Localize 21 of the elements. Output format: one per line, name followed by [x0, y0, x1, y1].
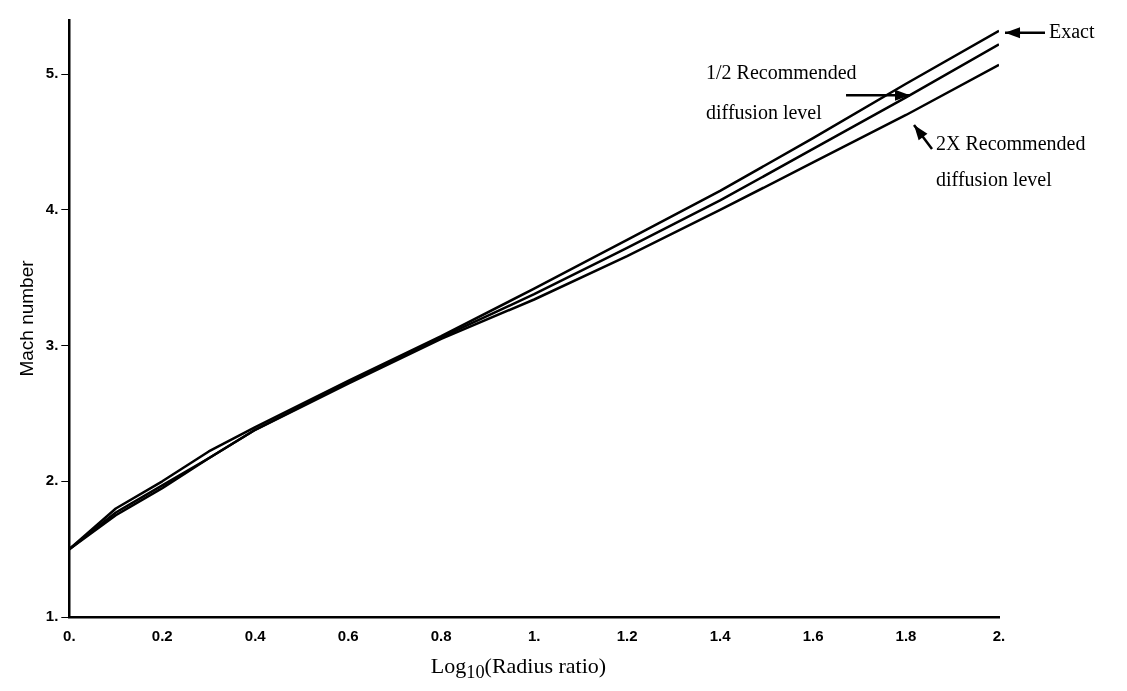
x-tick-label: 1.6 [802, 627, 824, 645]
y-tick-label: 1. [45, 607, 59, 625]
legend-label: Exact [1049, 20, 1095, 43]
y-tick-label: 3. [45, 335, 59, 353]
x-tick-label: 0. [63, 627, 76, 645]
y-tick-label: 5. [45, 64, 59, 82]
x-tick-label: 0.4 [244, 627, 267, 645]
x-tick-label: 1.8 [895, 627, 917, 645]
y-tick-label: 4. [45, 200, 59, 218]
series-label: 1/2 Recommended diffusion level [706, 60, 857, 123]
x-tick-label: 1.2 [616, 627, 638, 645]
x-tick-label: 0.6 [337, 627, 359, 645]
x-tick-label: 0.8 [430, 627, 452, 645]
x-tick-label: 1.4 [709, 627, 732, 645]
y-axis-title: Mach number [15, 259, 37, 377]
legend-label: 2X Recommended diffusion level [936, 132, 1086, 191]
x-tick-label: 0.2 [151, 627, 173, 645]
x-axis-title: Log$_{10}$(Radius ratio) [429, 653, 608, 685]
y-tick-label: 2. [45, 471, 59, 489]
x-tick-label: 1. [527, 627, 541, 645]
x-tick-label: 2. [992, 627, 1006, 645]
